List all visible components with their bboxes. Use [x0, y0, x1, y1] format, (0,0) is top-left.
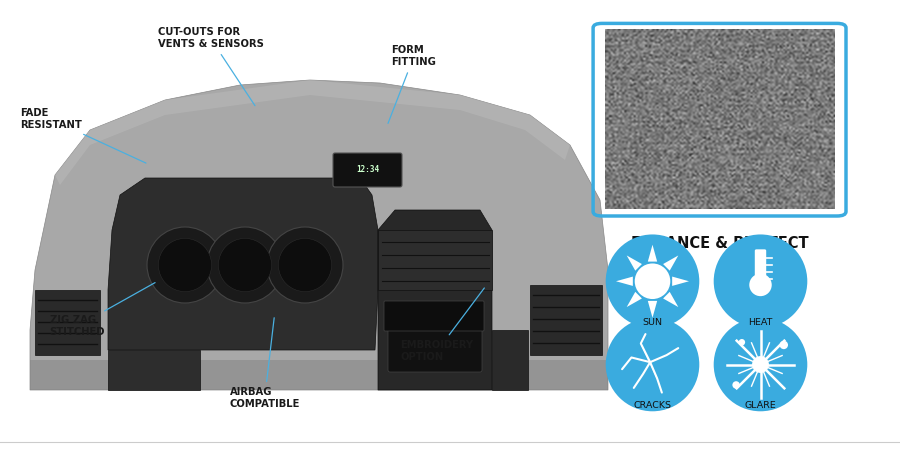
Circle shape: [634, 263, 670, 299]
Circle shape: [752, 356, 769, 373]
FancyBboxPatch shape: [333, 153, 402, 187]
Polygon shape: [672, 277, 689, 286]
Text: FORM
FITTING: FORM FITTING: [388, 45, 436, 123]
Circle shape: [606, 234, 699, 328]
Polygon shape: [530, 285, 602, 355]
Polygon shape: [35, 290, 100, 355]
Polygon shape: [663, 256, 679, 270]
Polygon shape: [30, 80, 608, 390]
Polygon shape: [108, 178, 378, 350]
FancyBboxPatch shape: [388, 326, 482, 372]
Text: 12:34: 12:34: [356, 166, 380, 175]
Circle shape: [739, 339, 745, 346]
Circle shape: [714, 318, 807, 411]
Text: SUN: SUN: [643, 318, 662, 327]
Text: HEAT: HEAT: [748, 318, 773, 327]
Polygon shape: [55, 80, 570, 185]
Circle shape: [779, 341, 788, 349]
Circle shape: [733, 381, 740, 389]
Text: ZIG ZAG
STITCHED: ZIG ZAG STITCHED: [50, 283, 155, 338]
Text: ENHANCE & PROTECT: ENHANCE & PROTECT: [631, 235, 808, 251]
Polygon shape: [378, 210, 492, 390]
Text: CRACKS: CRACKS: [634, 401, 671, 410]
Circle shape: [158, 238, 211, 292]
Text: GLARE: GLARE: [744, 401, 777, 410]
Text: CUT-OUTS FOR
VENTS & SENSORS: CUT-OUTS FOR VENTS & SENSORS: [158, 27, 264, 106]
Polygon shape: [492, 330, 528, 390]
Circle shape: [750, 274, 771, 296]
Polygon shape: [616, 277, 633, 286]
FancyBboxPatch shape: [384, 301, 484, 331]
Polygon shape: [378, 230, 492, 290]
Text: FADE
RESISTANT: FADE RESISTANT: [20, 108, 146, 163]
Circle shape: [219, 238, 272, 292]
Polygon shape: [108, 350, 200, 390]
Text: AIRBAG
COMPATIBLE: AIRBAG COMPATIBLE: [230, 318, 300, 410]
Polygon shape: [648, 301, 657, 318]
Circle shape: [267, 227, 343, 303]
Polygon shape: [626, 256, 642, 270]
Polygon shape: [648, 245, 657, 261]
Polygon shape: [30, 360, 608, 390]
FancyBboxPatch shape: [755, 249, 766, 288]
Polygon shape: [626, 292, 642, 307]
Text: EMBROIDERY
OPTION: EMBROIDERY OPTION: [400, 288, 484, 362]
Circle shape: [714, 234, 807, 328]
Circle shape: [278, 238, 331, 292]
Circle shape: [207, 227, 283, 303]
Circle shape: [147, 227, 223, 303]
Circle shape: [606, 318, 699, 411]
Polygon shape: [663, 292, 679, 307]
